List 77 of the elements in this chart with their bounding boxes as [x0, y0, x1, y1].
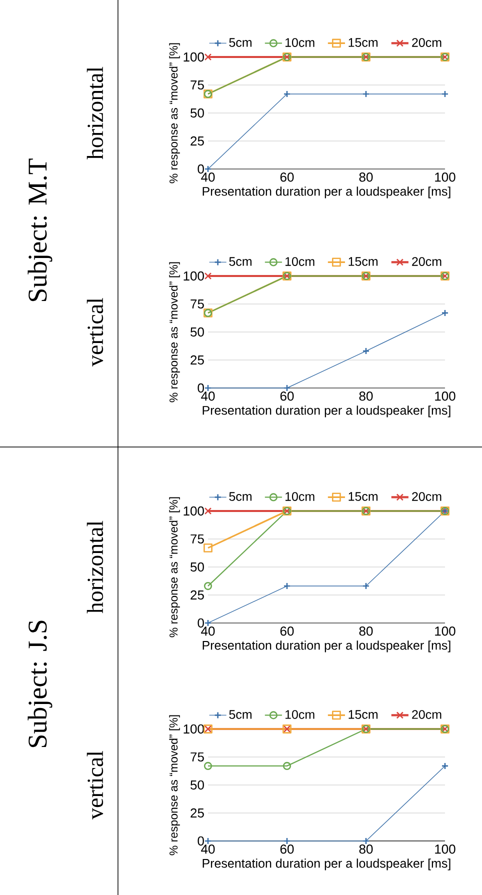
- x-axis-title: Presentation duration per a loudspeaker [ms]: [202, 640, 450, 652]
- y-tick-label: 25: [190, 808, 204, 818]
- y-tick-label: 75: [190, 534, 204, 544]
- text: horizontal: [86, 66, 104, 160]
- legend-label: 10cm: [286, 257, 314, 266]
- y-tick-label: 100: [184, 271, 204, 281]
- x-tick-label: 40: [201, 626, 215, 636]
- x-tick-label: 100: [435, 626, 456, 636]
- legend-label: 5cm: [229, 492, 252, 501]
- y-axis-title: % response as “moved” [%]: [169, 262, 180, 402]
- legend-label: 15cm: [348, 257, 378, 266]
- x-tick-label: 80: [359, 392, 373, 401]
- y-axis-title: % response as “moved” [%]: [169, 497, 180, 638]
- y-tick-label: 100: [184, 506, 204, 516]
- x-axis-title: Presentation duration per a loudspeaker [ms]: [202, 186, 450, 198]
- y-tick-label: 25: [190, 355, 204, 365]
- text: Subject: M.T: [28, 158, 52, 302]
- point: [204, 272, 212, 280]
- point: [204, 544, 212, 552]
- legend-label: 15cm: [348, 492, 378, 501]
- y-tick-label: 50: [190, 108, 204, 118]
- point: [283, 90, 291, 98]
- x-tick-label: 40: [201, 844, 215, 854]
- x-tick-label: 40: [201, 392, 215, 401]
- y-tick-label: 0: [198, 618, 204, 628]
- text: vertical: [86, 750, 104, 820]
- legend-label: 5cm: [229, 257, 252, 266]
- point: [362, 582, 370, 590]
- text: vertical: [86, 298, 104, 366]
- point: [283, 384, 291, 392]
- x-axis-title: Presentation duration per a loudspeaker [ms]: [202, 406, 450, 418]
- point: [362, 90, 370, 98]
- x-tick-label: 60: [280, 844, 294, 854]
- y-tick-label: 50: [190, 780, 204, 790]
- y-tick-label: 75: [190, 299, 204, 309]
- text: Subject: J.S: [28, 620, 52, 748]
- x-tick-label: 60: [280, 172, 294, 182]
- legend-label: 5cm: [229, 38, 252, 47]
- text: horizontal: [86, 520, 104, 614]
- legend-label: 10cm: [286, 38, 314, 47]
- y-tick-label: 50: [190, 327, 204, 337]
- y-tick-label: 0: [198, 164, 204, 174]
- point: [362, 837, 370, 845]
- point: [362, 347, 370, 355]
- x-tick-label: 100: [435, 392, 456, 401]
- y-tick-label: 25: [190, 590, 204, 600]
- x-tick-label: 80: [359, 626, 373, 636]
- x-tick-label: 80: [359, 844, 373, 854]
- point: [204, 53, 212, 61]
- y-tick-label: 100: [184, 52, 204, 62]
- legend-label: 10cm: [286, 492, 314, 501]
- legend-label: 20cm: [412, 38, 442, 47]
- legend-label: 15cm: [348, 710, 378, 719]
- legend-label: 20cm: [412, 257, 442, 266]
- legend-label: 15cm: [348, 38, 378, 47]
- x-tick-label: 40: [201, 172, 215, 182]
- y-tick-label: 0: [198, 836, 204, 846]
- point: [283, 837, 291, 845]
- x-tick-label: 100: [435, 844, 456, 854]
- point: [283, 582, 291, 590]
- x-tick-label: 80: [359, 172, 373, 182]
- y-axis-title: % response as “moved” [%]: [169, 715, 180, 856]
- legend-label: 20cm: [412, 492, 442, 501]
- x-axis-title: Presentation duration per a loudspeaker [ms]: [202, 858, 450, 870]
- x-tick-label: 60: [280, 392, 294, 401]
- y-tick-label: 50: [190, 562, 204, 572]
- legend-label: 5cm: [229, 710, 252, 719]
- x-tick-label: 100: [435, 172, 456, 182]
- y-tick-label: 75: [190, 752, 204, 762]
- point: [204, 507, 212, 515]
- y-tick-label: 25: [190, 136, 204, 146]
- legend-label: 10cm: [286, 710, 314, 719]
- y-tick-label: 75: [190, 80, 204, 90]
- legend-label: 20cm: [412, 710, 442, 719]
- x-tick-label: 60: [280, 626, 294, 636]
- y-axis-title: % response as “moved” [%]: [169, 43, 180, 184]
- y-tick-label: 0: [198, 383, 204, 393]
